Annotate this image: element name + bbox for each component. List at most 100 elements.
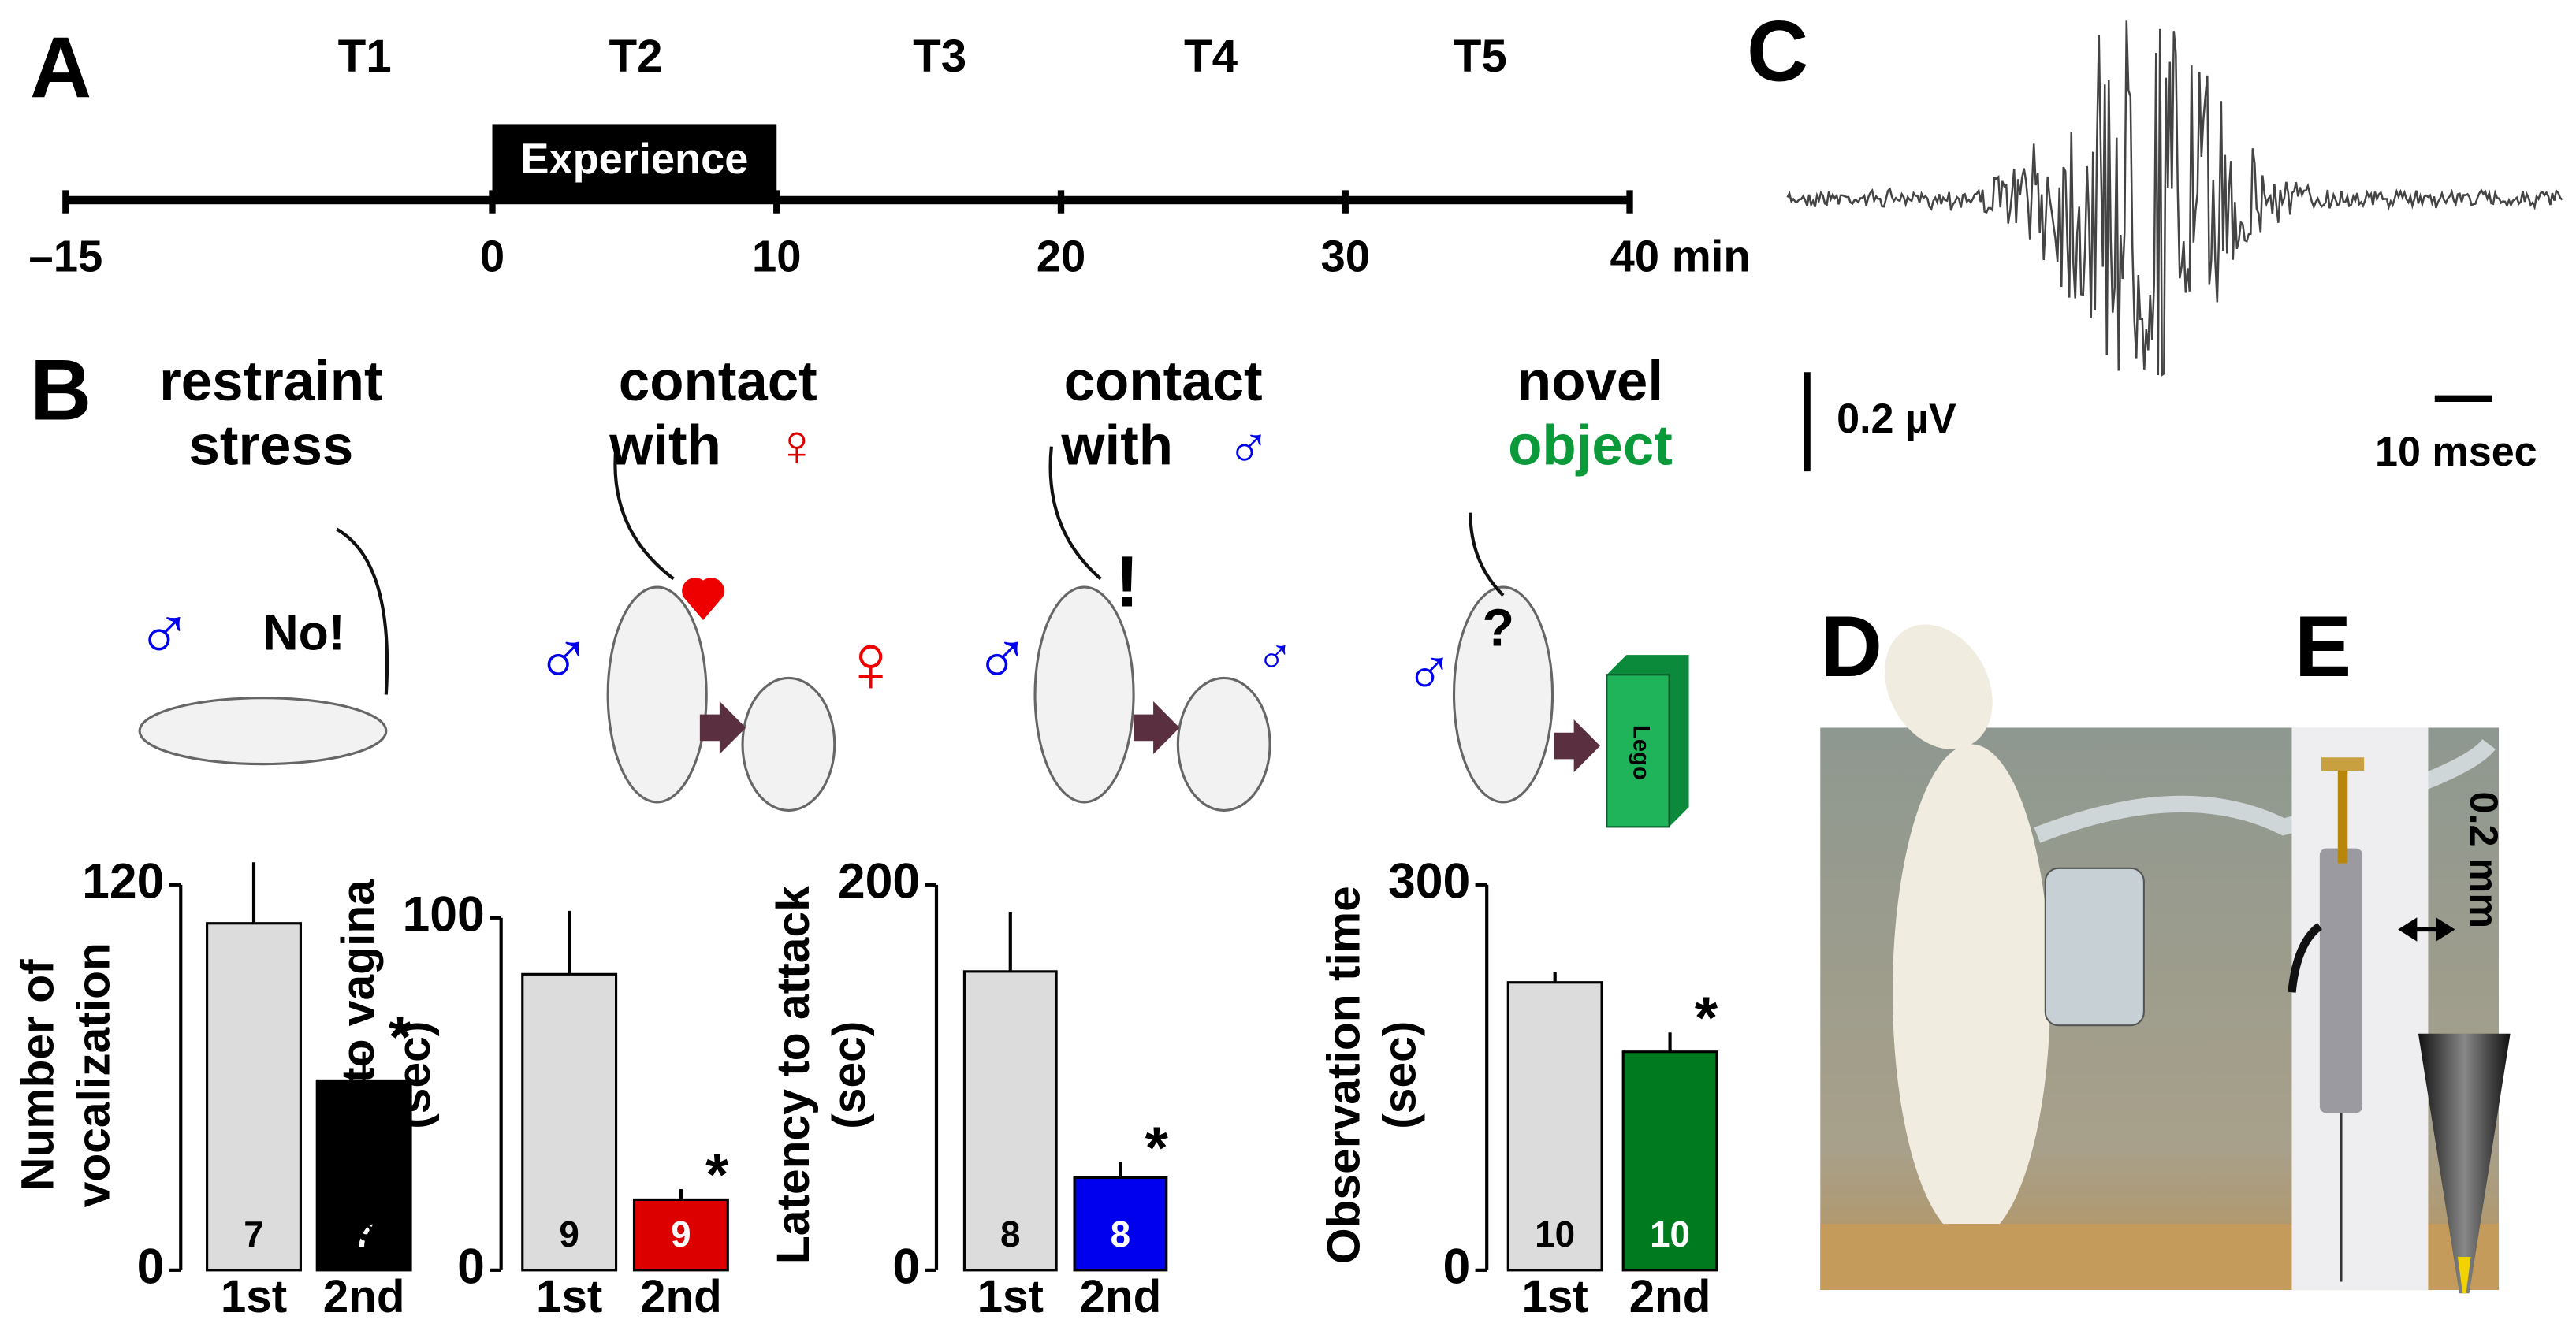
n-label: 7 (354, 1214, 374, 1255)
y-axis-label: Latency to vagina (333, 879, 384, 1271)
bottle (2044, 867, 2145, 1027)
y-tick-label: 300 (1388, 853, 1470, 909)
tip-cone (2418, 1033, 2511, 1294)
cartoons (138, 585, 1554, 812)
y-axis-label: (sec) (824, 1021, 875, 1129)
cartoon-text: ♂ (973, 614, 1030, 698)
bar (962, 970, 1058, 1272)
cartoon-text: ♂ (136, 589, 192, 673)
tethers (336, 446, 1505, 695)
scale-label: 0.2 mm (2462, 792, 2506, 929)
n-label: 7 (244, 1214, 264, 1255)
condition-title: stress (188, 414, 353, 477)
experience-bar (492, 124, 777, 197)
lego-block (1606, 674, 1670, 828)
spike-trace (1786, 20, 2563, 377)
panel-letter: C (1747, 4, 1808, 99)
condition-title: with (1060, 414, 1173, 477)
x-tick-label: 1st (221, 1271, 287, 1322)
x-tick-label: –15 (28, 231, 102, 281)
cartoon-text: ? (1482, 598, 1514, 657)
bar (1506, 981, 1603, 1272)
rat-intruder (1176, 676, 1271, 812)
sex-symbol: ♀ (775, 412, 819, 478)
y-axis-label: vocalization (69, 942, 120, 1207)
bar (1073, 1176, 1168, 1272)
arrow (1134, 701, 1180, 755)
x-tick-label: 1st (977, 1271, 1044, 1322)
y-tick-label: 0 (1443, 1239, 1471, 1294)
rat-female (741, 676, 836, 812)
sex-symbol: ♂ (1227, 412, 1271, 478)
rat-body (1892, 744, 2051, 1241)
bar (632, 1198, 729, 1272)
condition-title: novel (1517, 351, 1663, 413)
panel-letter: D (1821, 600, 1882, 695)
cartoon-text: No! (262, 605, 344, 660)
y-axis-label: (sec) (389, 1021, 440, 1129)
bar (206, 922, 302, 1272)
rat-male (1033, 585, 1135, 804)
cartoon-text: ! (1115, 541, 1139, 622)
arrow (1554, 719, 1600, 773)
x-tick-label: 2nd (1629, 1271, 1711, 1322)
significance-mark: * (389, 1004, 412, 1070)
rat-restrained (138, 697, 388, 766)
condition-title: contact (1064, 351, 1263, 413)
n-label: 10 (1650, 1214, 1690, 1255)
x-tick-label: 2nd (1080, 1271, 1162, 1322)
y-tick-label: 0 (892, 1239, 920, 1294)
n-label: 9 (671, 1214, 691, 1255)
scale-label: 10 msec (2375, 429, 2537, 475)
scale-label: 0.2 µV (1837, 396, 1956, 442)
experience-label: Experience (520, 135, 748, 183)
condition-title: with (609, 414, 721, 477)
rat-male (1452, 585, 1554, 804)
n-label: 9 (559, 1214, 579, 1255)
panel-letter: E (2295, 600, 2351, 695)
period-label: T5 (1454, 31, 1507, 82)
period-label: T3 (913, 31, 966, 82)
y-axis-label: (sec) (1374, 1021, 1425, 1129)
rat-head (1885, 624, 1993, 749)
x-tick-label: 2nd (640, 1271, 722, 1322)
screw (2337, 764, 2348, 864)
screw-head (2321, 757, 2365, 771)
period-label: T2 (609, 31, 663, 82)
cartoon-text: Lego (1628, 725, 1654, 780)
scale-arrow (2398, 917, 2455, 942)
cartoon-text: ♀ (840, 617, 902, 709)
cartoon-text: ♂ (1405, 632, 1454, 706)
period-label: T1 (338, 31, 392, 82)
y-axis-label: Number of (13, 959, 64, 1191)
condition-title: restraint (159, 351, 383, 413)
y-tick-label: 0 (457, 1239, 485, 1294)
period-label: T4 (1184, 31, 1238, 82)
bar (315, 1079, 412, 1272)
significance-mark: * (1145, 1114, 1169, 1180)
y-tick-label: 200 (838, 853, 920, 909)
y-axis-label: Observation time (1319, 886, 1370, 1264)
x-tick-label: 1st (1522, 1271, 1588, 1322)
significance-mark: * (1695, 984, 1718, 1050)
significance-mark: * (705, 1141, 729, 1207)
panel-letter: A (30, 20, 91, 116)
x-tick-label: 30 (1320, 231, 1370, 281)
bar (1621, 1050, 1718, 1272)
x-tick-label: 1st (536, 1271, 602, 1322)
n-label: 8 (1111, 1214, 1131, 1255)
x-tick-label: 0 (480, 231, 504, 281)
tube (2034, 738, 2496, 843)
n-label: 10 (1535, 1214, 1575, 1255)
n-label: 8 (1000, 1214, 1021, 1255)
cartoon-text: ♂ (1256, 627, 1294, 682)
tip-gold (2457, 1257, 2471, 1294)
condition-title: object (1508, 414, 1673, 477)
arrow (699, 701, 746, 755)
rat-male (606, 585, 708, 804)
y-tick-label: 100 (403, 887, 485, 942)
y-axis-label: Latency to attack (768, 886, 819, 1264)
x-tick-label: 20 (1037, 231, 1086, 281)
